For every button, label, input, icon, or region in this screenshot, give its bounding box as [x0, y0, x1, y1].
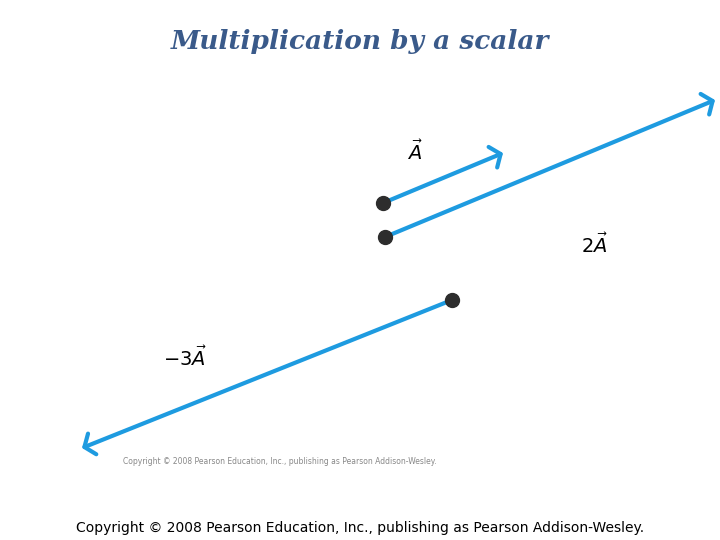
Text: Multiplication by a scalar: Multiplication by a scalar	[171, 30, 549, 55]
Text: Copyright © 2008 Pearson Education, Inc., publishing as Pearson Addison-Wesley.: Copyright © 2008 Pearson Education, Inc.…	[123, 457, 437, 467]
Text: Copyright © 2008 Pearson Education, Inc., publishing as Pearson Addison-Wesley.: Copyright © 2008 Pearson Education, Inc.…	[76, 521, 644, 535]
Text: $2\vec{A}$: $2\vec{A}$	[581, 233, 608, 257]
Text: $-3\vec{A}$: $-3\vec{A}$	[163, 346, 207, 370]
Text: $\vec{A}$: $\vec{A}$	[407, 140, 423, 164]
